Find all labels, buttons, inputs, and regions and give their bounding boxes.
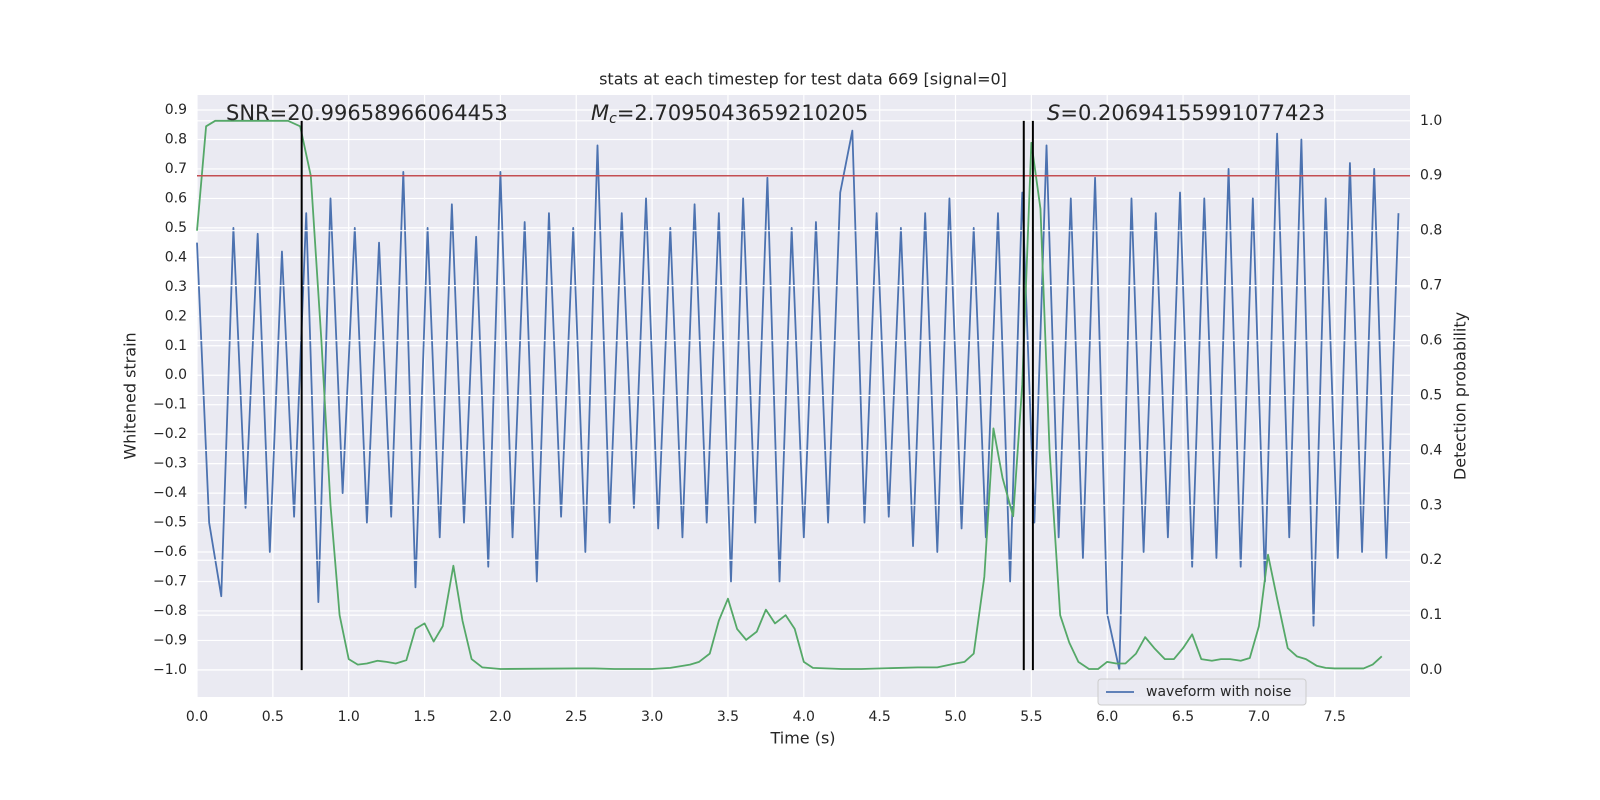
value-text: =0.20694155991077423 <box>1060 101 1325 125</box>
y2-tick-label: 0.4 <box>1420 442 1442 458</box>
overlay-layer <box>196 119 1410 671</box>
y-axis-label: Whitened strain <box>121 332 140 459</box>
series-line <box>196 119 1383 670</box>
y-tick-label: −0.9 <box>153 632 187 648</box>
legend-box <box>1097 678 1307 706</box>
chirp-mass-annotation: Mc=2.7095043659210205 <box>591 101 868 127</box>
x-tick-label: 0.0 <box>186 709 208 725</box>
series-line <box>196 129 1400 671</box>
y-tick-label: 0.3 <box>165 279 187 295</box>
x-tick-label: 6.0 <box>1096 709 1118 725</box>
x-tick-label: 6.5 <box>1172 709 1194 725</box>
y-tick-label: −0.1 <box>153 397 187 413</box>
y2-tick-label: 0.8 <box>1420 223 1442 239</box>
y-tick-label: 0.9 <box>165 102 187 118</box>
y2-tick-label: 0.0 <box>1420 662 1442 678</box>
x-tick-label: 3.0 <box>641 709 663 725</box>
y2-tick-label: 0.2 <box>1420 552 1442 568</box>
x-tick-label: 4.0 <box>793 709 815 725</box>
x-tick-label: 3.5 <box>717 709 739 725</box>
waveform-layer <box>196 129 1400 671</box>
x-tick-label: 1.0 <box>338 709 360 725</box>
y-tick-label: −0.7 <box>153 573 187 589</box>
x-tick-label: 2.0 <box>489 709 511 725</box>
chart-title: stats at each timestep for test data 669… <box>599 70 1007 89</box>
x-tick-label: 5.5 <box>1020 709 1042 725</box>
y-tick-label: 0.2 <box>165 308 187 324</box>
subscript: c <box>609 111 617 127</box>
symbol: S <box>1047 101 1060 125</box>
y2-tick-label: 1.0 <box>1420 113 1442 129</box>
y-tick-label: 0.7 <box>165 161 187 177</box>
x-axis-label: Time (s) <box>769 729 835 748</box>
y-tick-label: 0.1 <box>165 338 187 354</box>
y2-tick-label: 0.6 <box>1420 333 1442 349</box>
snr-annotation: SNR=20.99658966064453 <box>226 101 508 125</box>
value-text: =2.7095043659210205 <box>617 101 868 125</box>
y-tick-label: 0.0 <box>165 367 187 383</box>
y2-tick-label: 0.7 <box>1420 278 1442 294</box>
y-tick-label: −1.0 <box>153 662 187 678</box>
x-tick-label: 7.0 <box>1248 709 1270 725</box>
legend-label: waveform with noise <box>1146 684 1291 700</box>
y2-tick-label: 0.9 <box>1420 168 1442 184</box>
x-tick-label: 5.0 <box>944 709 966 725</box>
y-tick-label: 0.4 <box>165 249 187 265</box>
y2-tick-label: 0.3 <box>1420 497 1442 513</box>
y-tick-label: −0.5 <box>153 515 187 531</box>
x-tick-label: 2.5 <box>565 709 587 725</box>
symbol: M <box>591 101 609 125</box>
y-tick-label: −0.6 <box>153 544 187 560</box>
y-tick-label: 0.5 <box>165 220 187 236</box>
y-tick-label: 0.8 <box>165 131 187 147</box>
x-tick-label: 7.5 <box>1324 709 1346 725</box>
s-annotation: S=0.20694155991077423 <box>1047 101 1325 125</box>
x-tick-label: 0.5 <box>262 709 284 725</box>
y-tick-label: 0.6 <box>165 190 187 206</box>
y-tick-label: −0.4 <box>153 485 187 501</box>
y2-tick-label: 0.5 <box>1420 387 1442 403</box>
legend: waveform with noise <box>1097 678 1307 706</box>
y-tick-label: −0.2 <box>153 426 187 442</box>
y-tick-label: −0.3 <box>153 456 187 472</box>
y2-axis-label: Detection probability <box>1451 312 1470 480</box>
x-tick-label: 1.5 <box>413 709 435 725</box>
x-tick-label: 4.5 <box>869 709 891 725</box>
y-tick-label: −0.8 <box>153 603 187 619</box>
y2-tick-label: 0.1 <box>1420 607 1442 623</box>
